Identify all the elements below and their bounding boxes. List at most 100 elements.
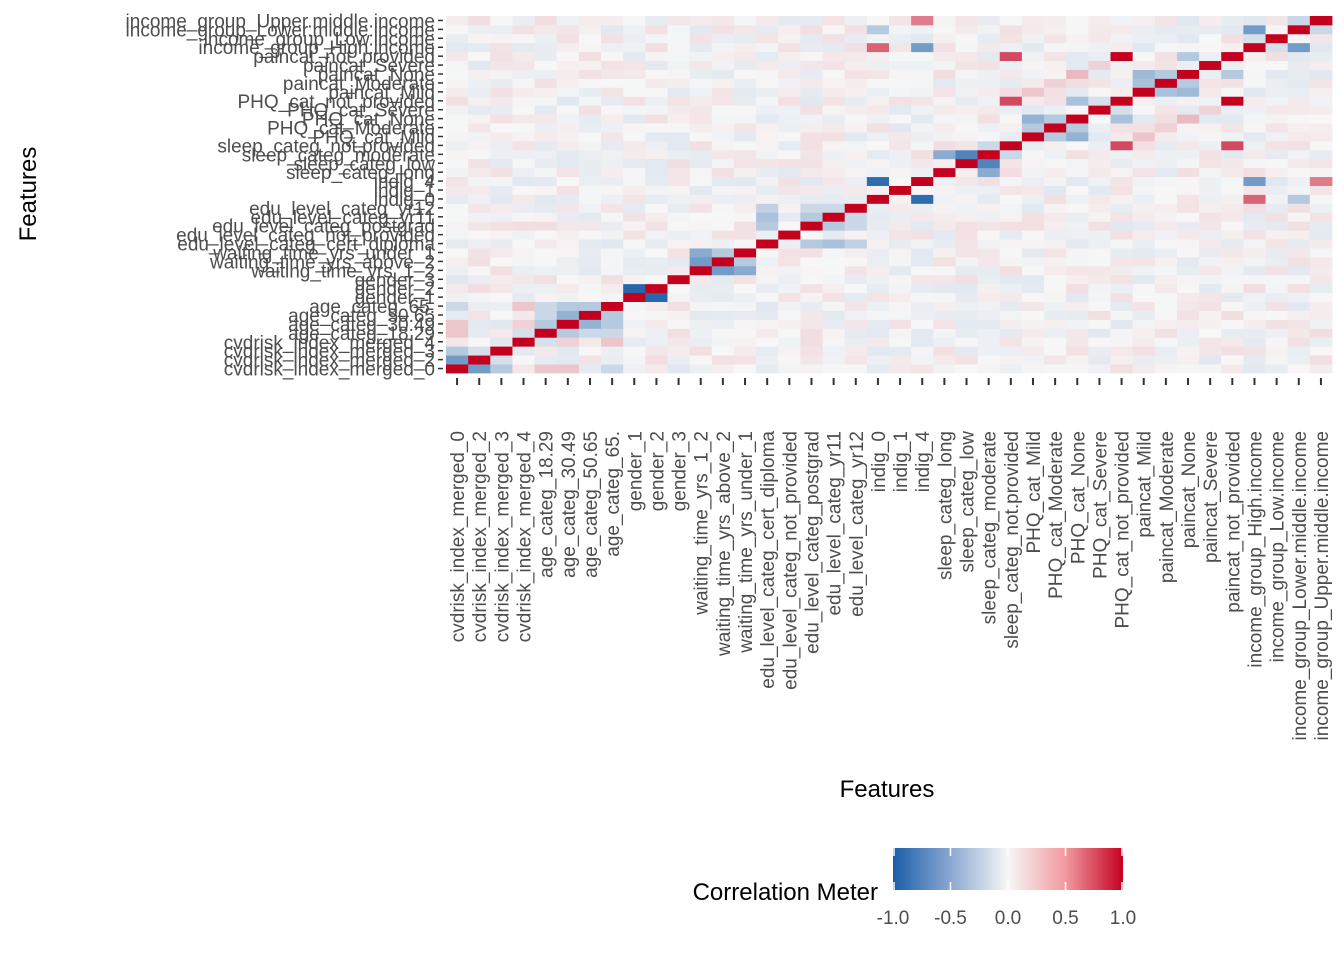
heatmap-cell <box>468 123 491 133</box>
heatmap-cell <box>623 203 646 213</box>
heatmap-cell <box>1287 239 1311 249</box>
heatmap-cell <box>1199 24 1222 35</box>
heatmap-cell <box>490 42 513 53</box>
heatmap-cell <box>645 328 668 338</box>
heatmap-cell <box>1088 337 1111 347</box>
heatmap-cell <box>1132 283 1156 294</box>
heatmap-cell <box>822 16 846 26</box>
heatmap-cell <box>977 87 1001 97</box>
heatmap-cell <box>490 51 513 62</box>
heatmap-cell <box>977 221 1001 231</box>
heatmap-cell <box>1265 185 1289 195</box>
heatmap-cell <box>1176 346 1200 356</box>
heatmap-cell <box>1221 239 1244 249</box>
heatmap-cell <box>1176 212 1200 222</box>
heatmap-cell <box>1265 337 1289 347</box>
heatmap-cell <box>1110 123 1134 133</box>
heatmap-cell <box>844 114 868 124</box>
heatmap-cell <box>556 274 580 285</box>
heatmap-cell <box>933 149 956 160</box>
heatmap-cell <box>1066 319 1089 329</box>
heatmap-cell <box>1309 274 1333 285</box>
y-tick-label: waiting_time_yrs_1_2 <box>250 261 435 282</box>
heatmap-cell <box>578 292 602 303</box>
heatmap-cell <box>733 319 757 329</box>
heatmap-cell <box>711 176 735 186</box>
heatmap-cell <box>1110 24 1134 35</box>
heatmap-cell <box>556 176 580 186</box>
heatmap-cell <box>1088 33 1111 44</box>
y-tick-label: indig_4 <box>374 172 436 193</box>
heatmap-cell <box>1066 24 1089 35</box>
heatmap-cell <box>667 149 691 160</box>
heatmap-cell <box>1309 42 1333 53</box>
heatmap-cell <box>955 78 978 88</box>
heatmap-cell <box>1066 283 1089 294</box>
heatmap-cell <box>844 248 868 258</box>
heatmap-cell <box>844 24 868 35</box>
heatmap-cell <box>1243 212 1266 222</box>
heatmap-cell <box>578 140 602 151</box>
heatmap-cell <box>689 176 713 186</box>
heatmap-cell <box>911 337 934 347</box>
heatmap-cell <box>1021 51 1045 62</box>
heatmap-cell <box>623 87 646 97</box>
heatmap-cell <box>911 87 934 97</box>
heatmap-cell <box>911 176 934 186</box>
heatmap-cell <box>623 301 646 311</box>
heatmap-cell <box>623 239 646 249</box>
heatmap-cell <box>578 60 602 70</box>
y-tick-label: income_group_Upper.middle.income <box>126 11 435 32</box>
heatmap-cell <box>1199 256 1222 267</box>
heatmap-cell <box>866 256 890 267</box>
heatmap-cell <box>578 105 602 115</box>
heatmap-cell <box>844 212 868 222</box>
heatmap-cell <box>1287 167 1311 178</box>
heatmap-cell <box>468 51 491 62</box>
heatmap-cell <box>1176 283 1200 294</box>
heatmap-cell <box>733 60 757 70</box>
heatmap-cell <box>756 185 779 195</box>
heatmap-cell <box>911 328 934 338</box>
x-tick-label: paincat_not_provided <box>1223 431 1244 613</box>
heatmap-cell <box>1199 96 1222 106</box>
heatmap-cell <box>1309 355 1333 365</box>
heatmap-cell <box>1176 239 1200 249</box>
heatmap-cell <box>1287 319 1311 329</box>
heatmap-cell <box>889 221 912 231</box>
heatmap-cell <box>955 149 978 160</box>
heatmap-cell <box>1265 265 1289 276</box>
heatmap-cell <box>977 96 1001 106</box>
x-tick-label: edu_level_categ_postgrad <box>802 431 823 654</box>
heatmap-cell <box>911 212 934 222</box>
heatmap-cell <box>490 274 513 285</box>
heatmap-cell <box>711 87 735 97</box>
heatmap-cell <box>556 248 580 258</box>
heatmap-cell <box>711 60 735 70</box>
heatmap-cell <box>623 283 646 294</box>
y-tick-label: indig_0 <box>374 190 435 211</box>
heatmap-cell <box>778 248 801 258</box>
heatmap-cell <box>1021 140 1045 151</box>
heatmap-cell <box>911 51 934 62</box>
heatmap-cell <box>844 16 868 26</box>
heatmap-cell <box>756 33 779 44</box>
heatmap-cell <box>822 230 846 240</box>
heatmap-cell <box>866 265 890 276</box>
heatmap-cell <box>645 355 668 365</box>
heatmap-cell <box>1287 230 1311 240</box>
y-tick-label: cvdrisk_index_merged_3 <box>224 342 435 363</box>
y-tick-label: income_group_Lower.middle.income <box>126 20 435 41</box>
heatmap-cell <box>1088 256 1111 267</box>
heatmap-cell <box>866 51 890 62</box>
heatmap-cell <box>601 51 624 62</box>
heatmap-cell <box>512 292 535 303</box>
heatmap-cell <box>1265 167 1289 178</box>
heatmap-cell <box>1154 364 1178 374</box>
heatmap-cell <box>1066 51 1089 62</box>
heatmap-cell <box>1021 328 1045 338</box>
heatmap-cell <box>1110 114 1134 124</box>
heatmap-cell <box>490 96 513 106</box>
heatmap-cell <box>534 355 558 365</box>
heatmap-cell <box>534 212 558 222</box>
